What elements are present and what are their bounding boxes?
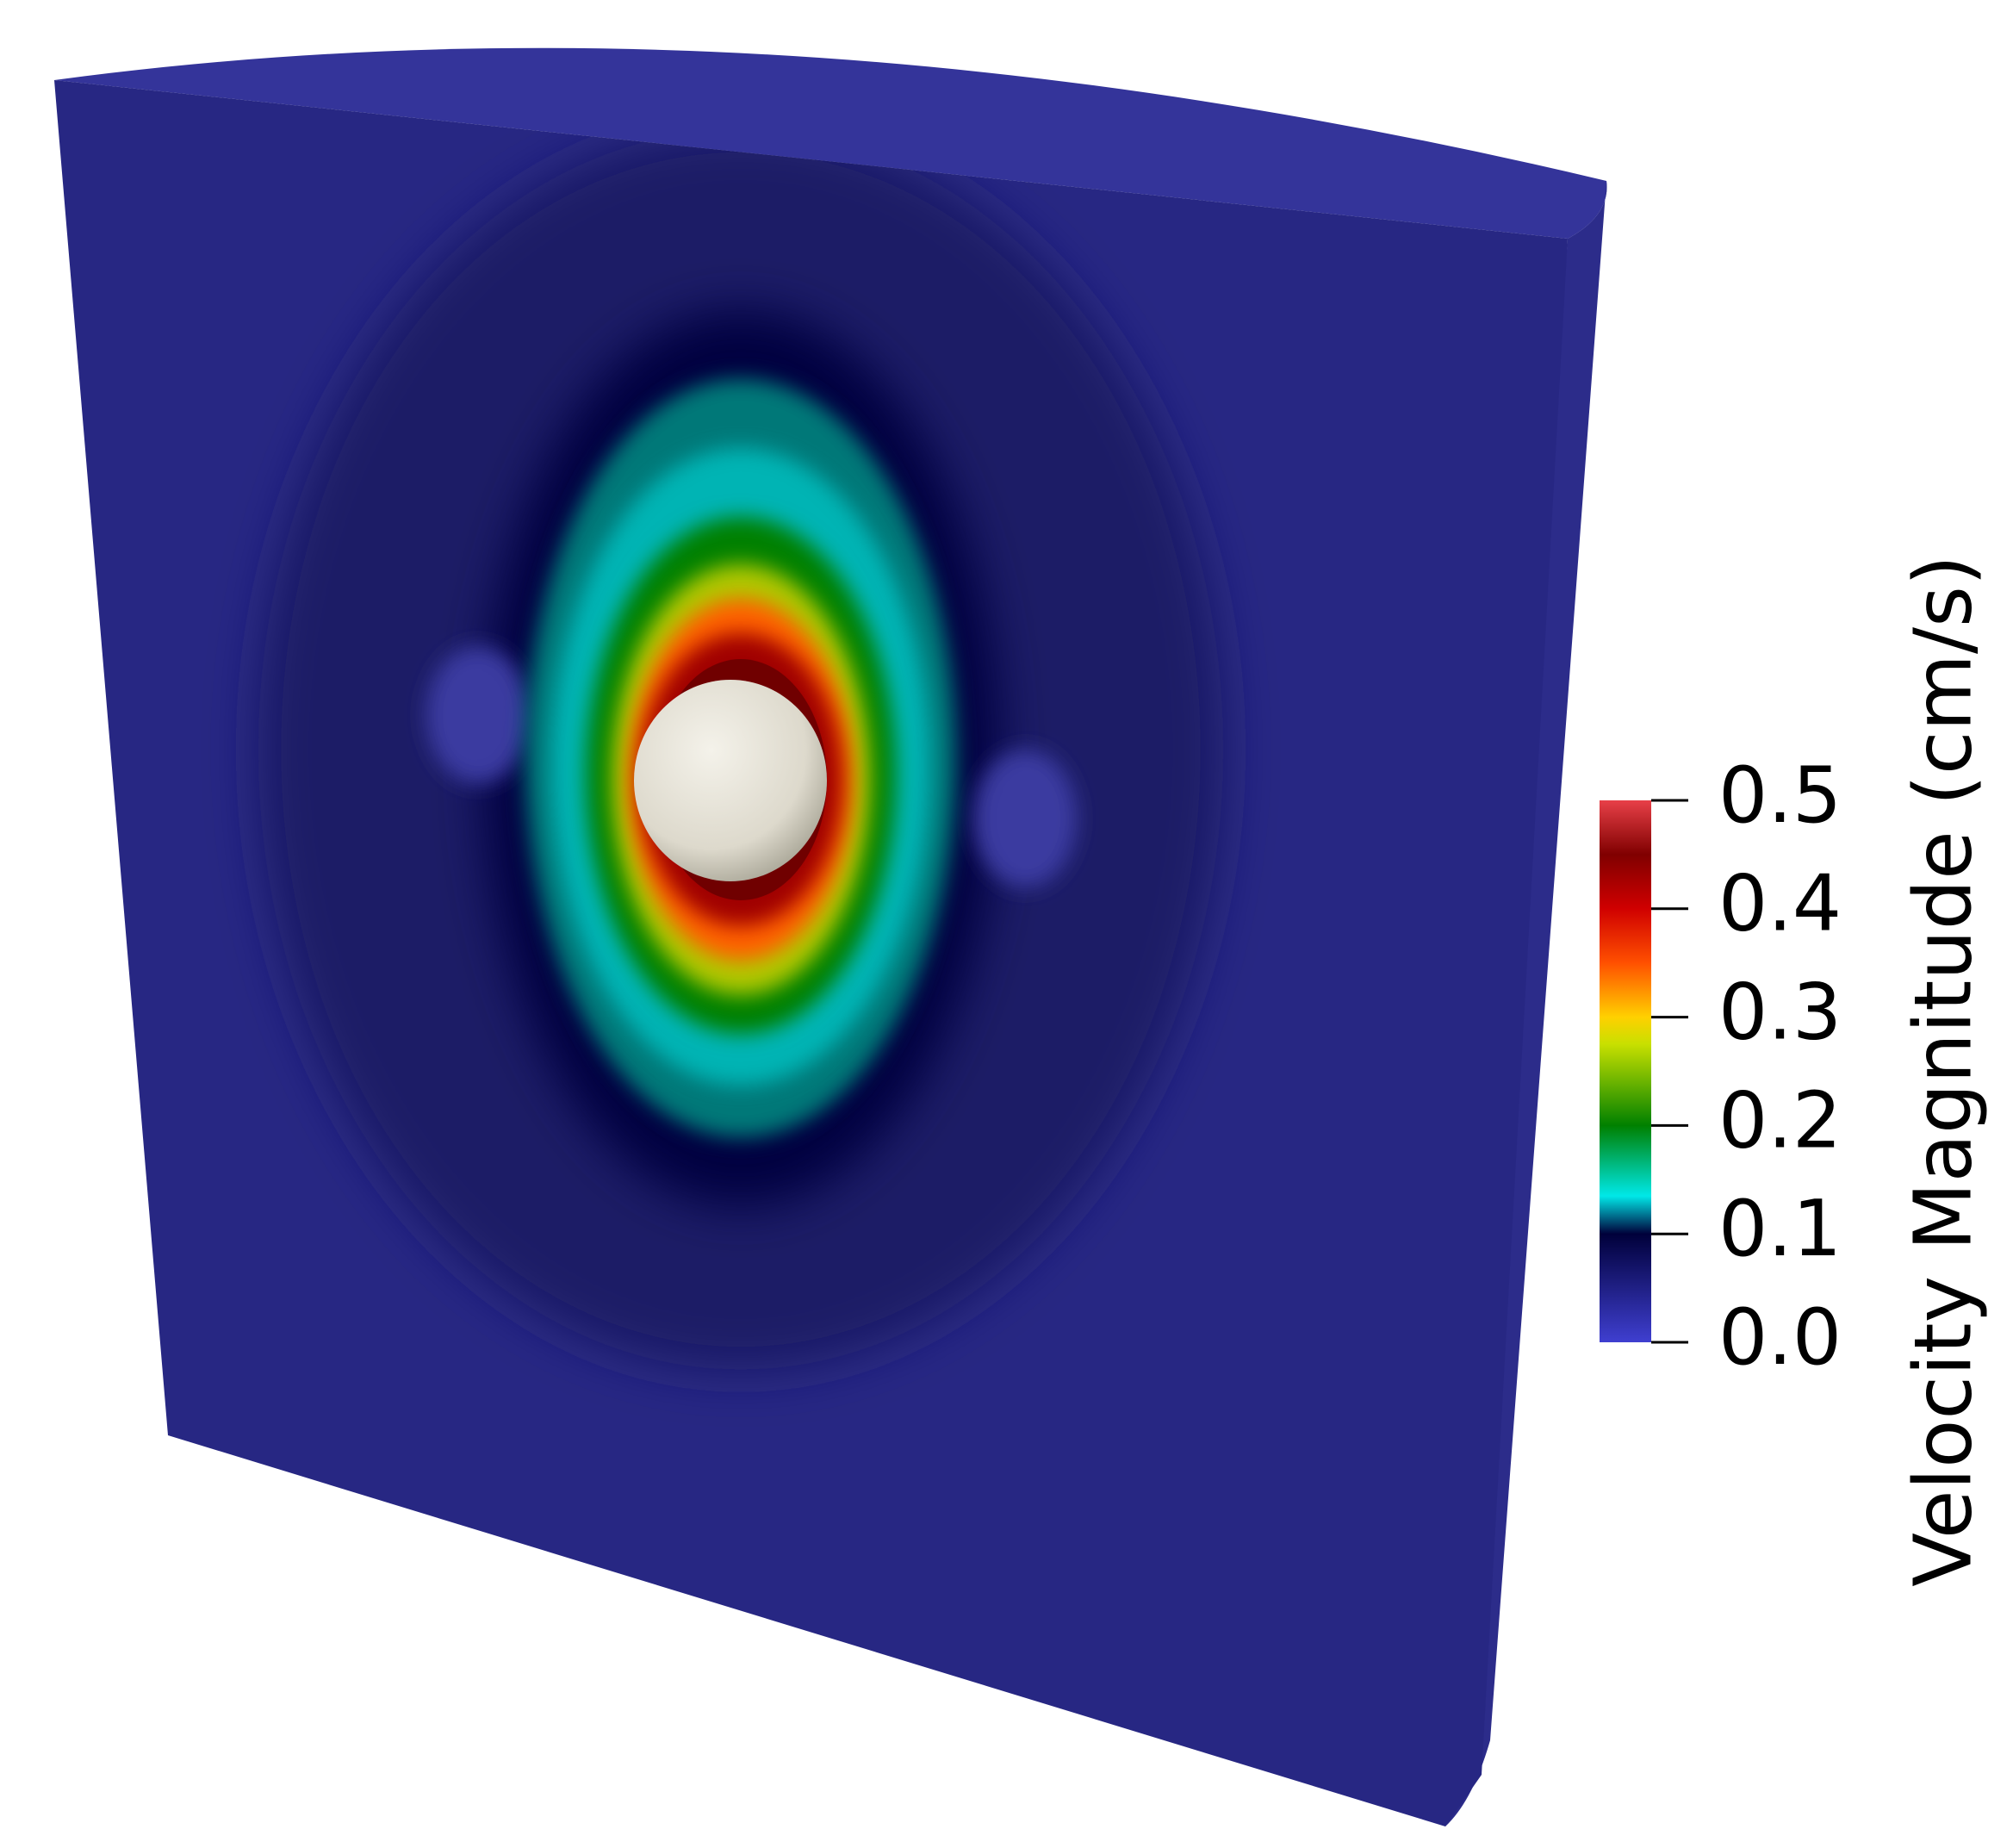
- colorbar: Velocity Magnitude (cm/s) 0.0 0.1 0.2 0.3 0.…: [1600, 555, 1989, 1587]
- colorbar-tick-label: 0.4: [1718, 859, 1842, 949]
- colorbar-tick-label: 0.3: [1718, 967, 1842, 1057]
- colorbar-title: Velocity Magnitude (cm/s): [1897, 555, 1989, 1587]
- colorbar-tick-label: 0.2: [1718, 1075, 1842, 1166]
- colorbar-tick-label: 0.0: [1718, 1292, 1842, 1383]
- sphere: [634, 680, 827, 881]
- top-surface: [54, 47, 1607, 239]
- colorbar-tick-label: 0.1: [1718, 1184, 1842, 1274]
- colorbar-tick-label: 0.5: [1718, 750, 1842, 841]
- domain: [54, 47, 1607, 1826]
- colorbar-gradient: [1600, 800, 1651, 1342]
